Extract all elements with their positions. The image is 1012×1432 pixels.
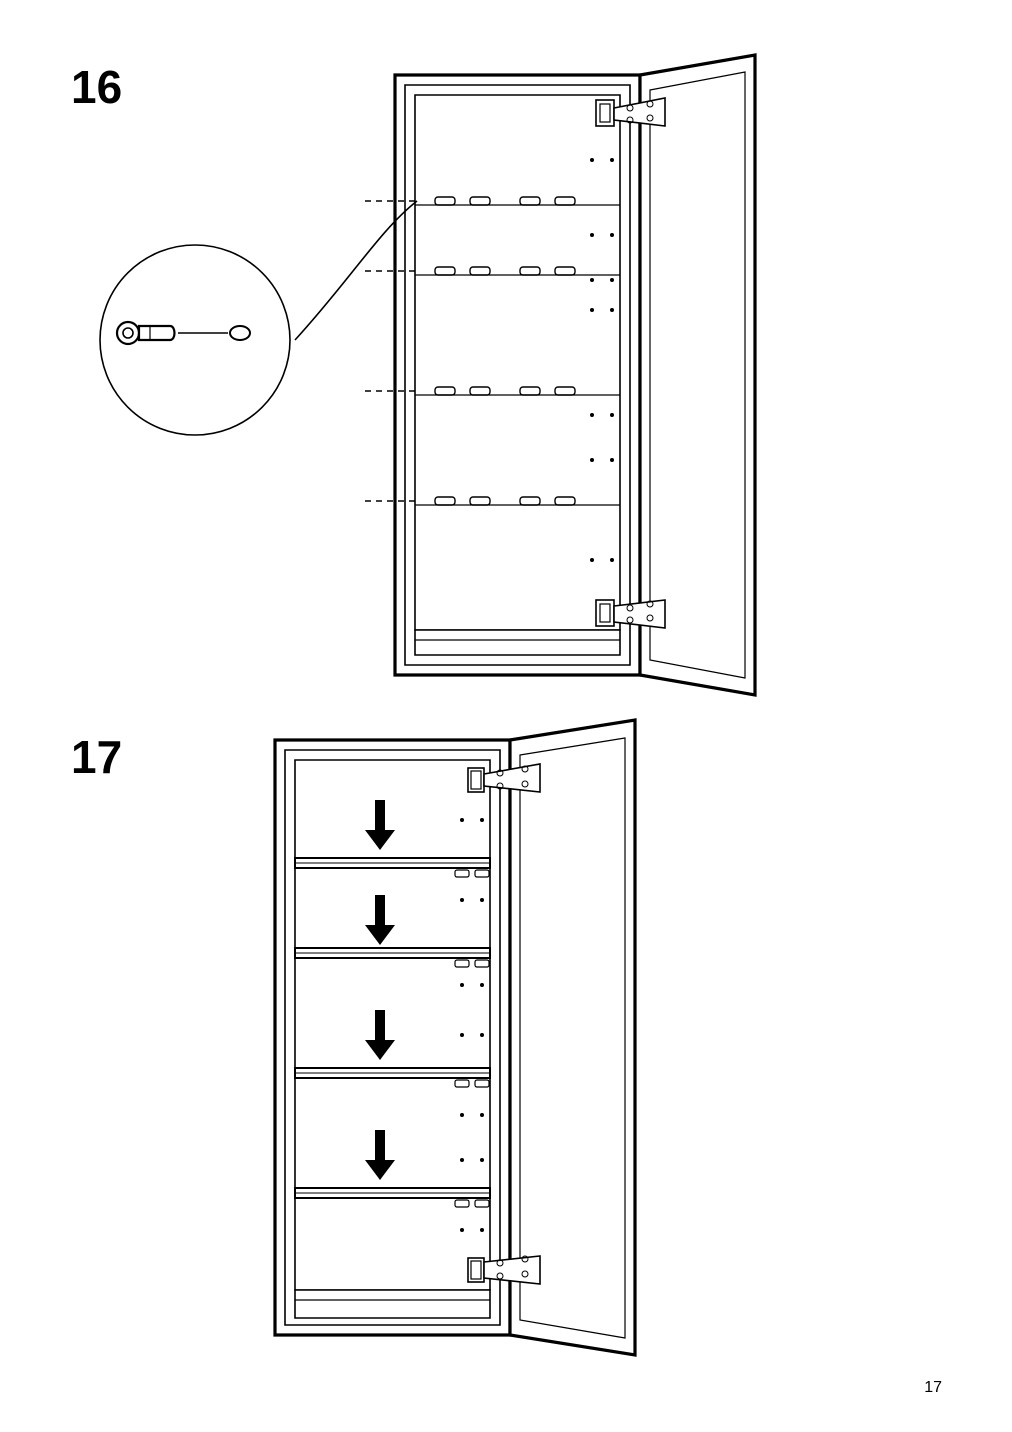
hinge-bottom	[596, 600, 665, 628]
step16-cabinet	[365, 55, 755, 695]
hinge-bottom-17	[468, 1256, 540, 1284]
instruction-page: 16 17 16x 120326 17	[0, 0, 1012, 1432]
step17-cabinet	[275, 720, 635, 1355]
part-callout	[100, 201, 417, 435]
diagram-svg	[0, 0, 1012, 1432]
